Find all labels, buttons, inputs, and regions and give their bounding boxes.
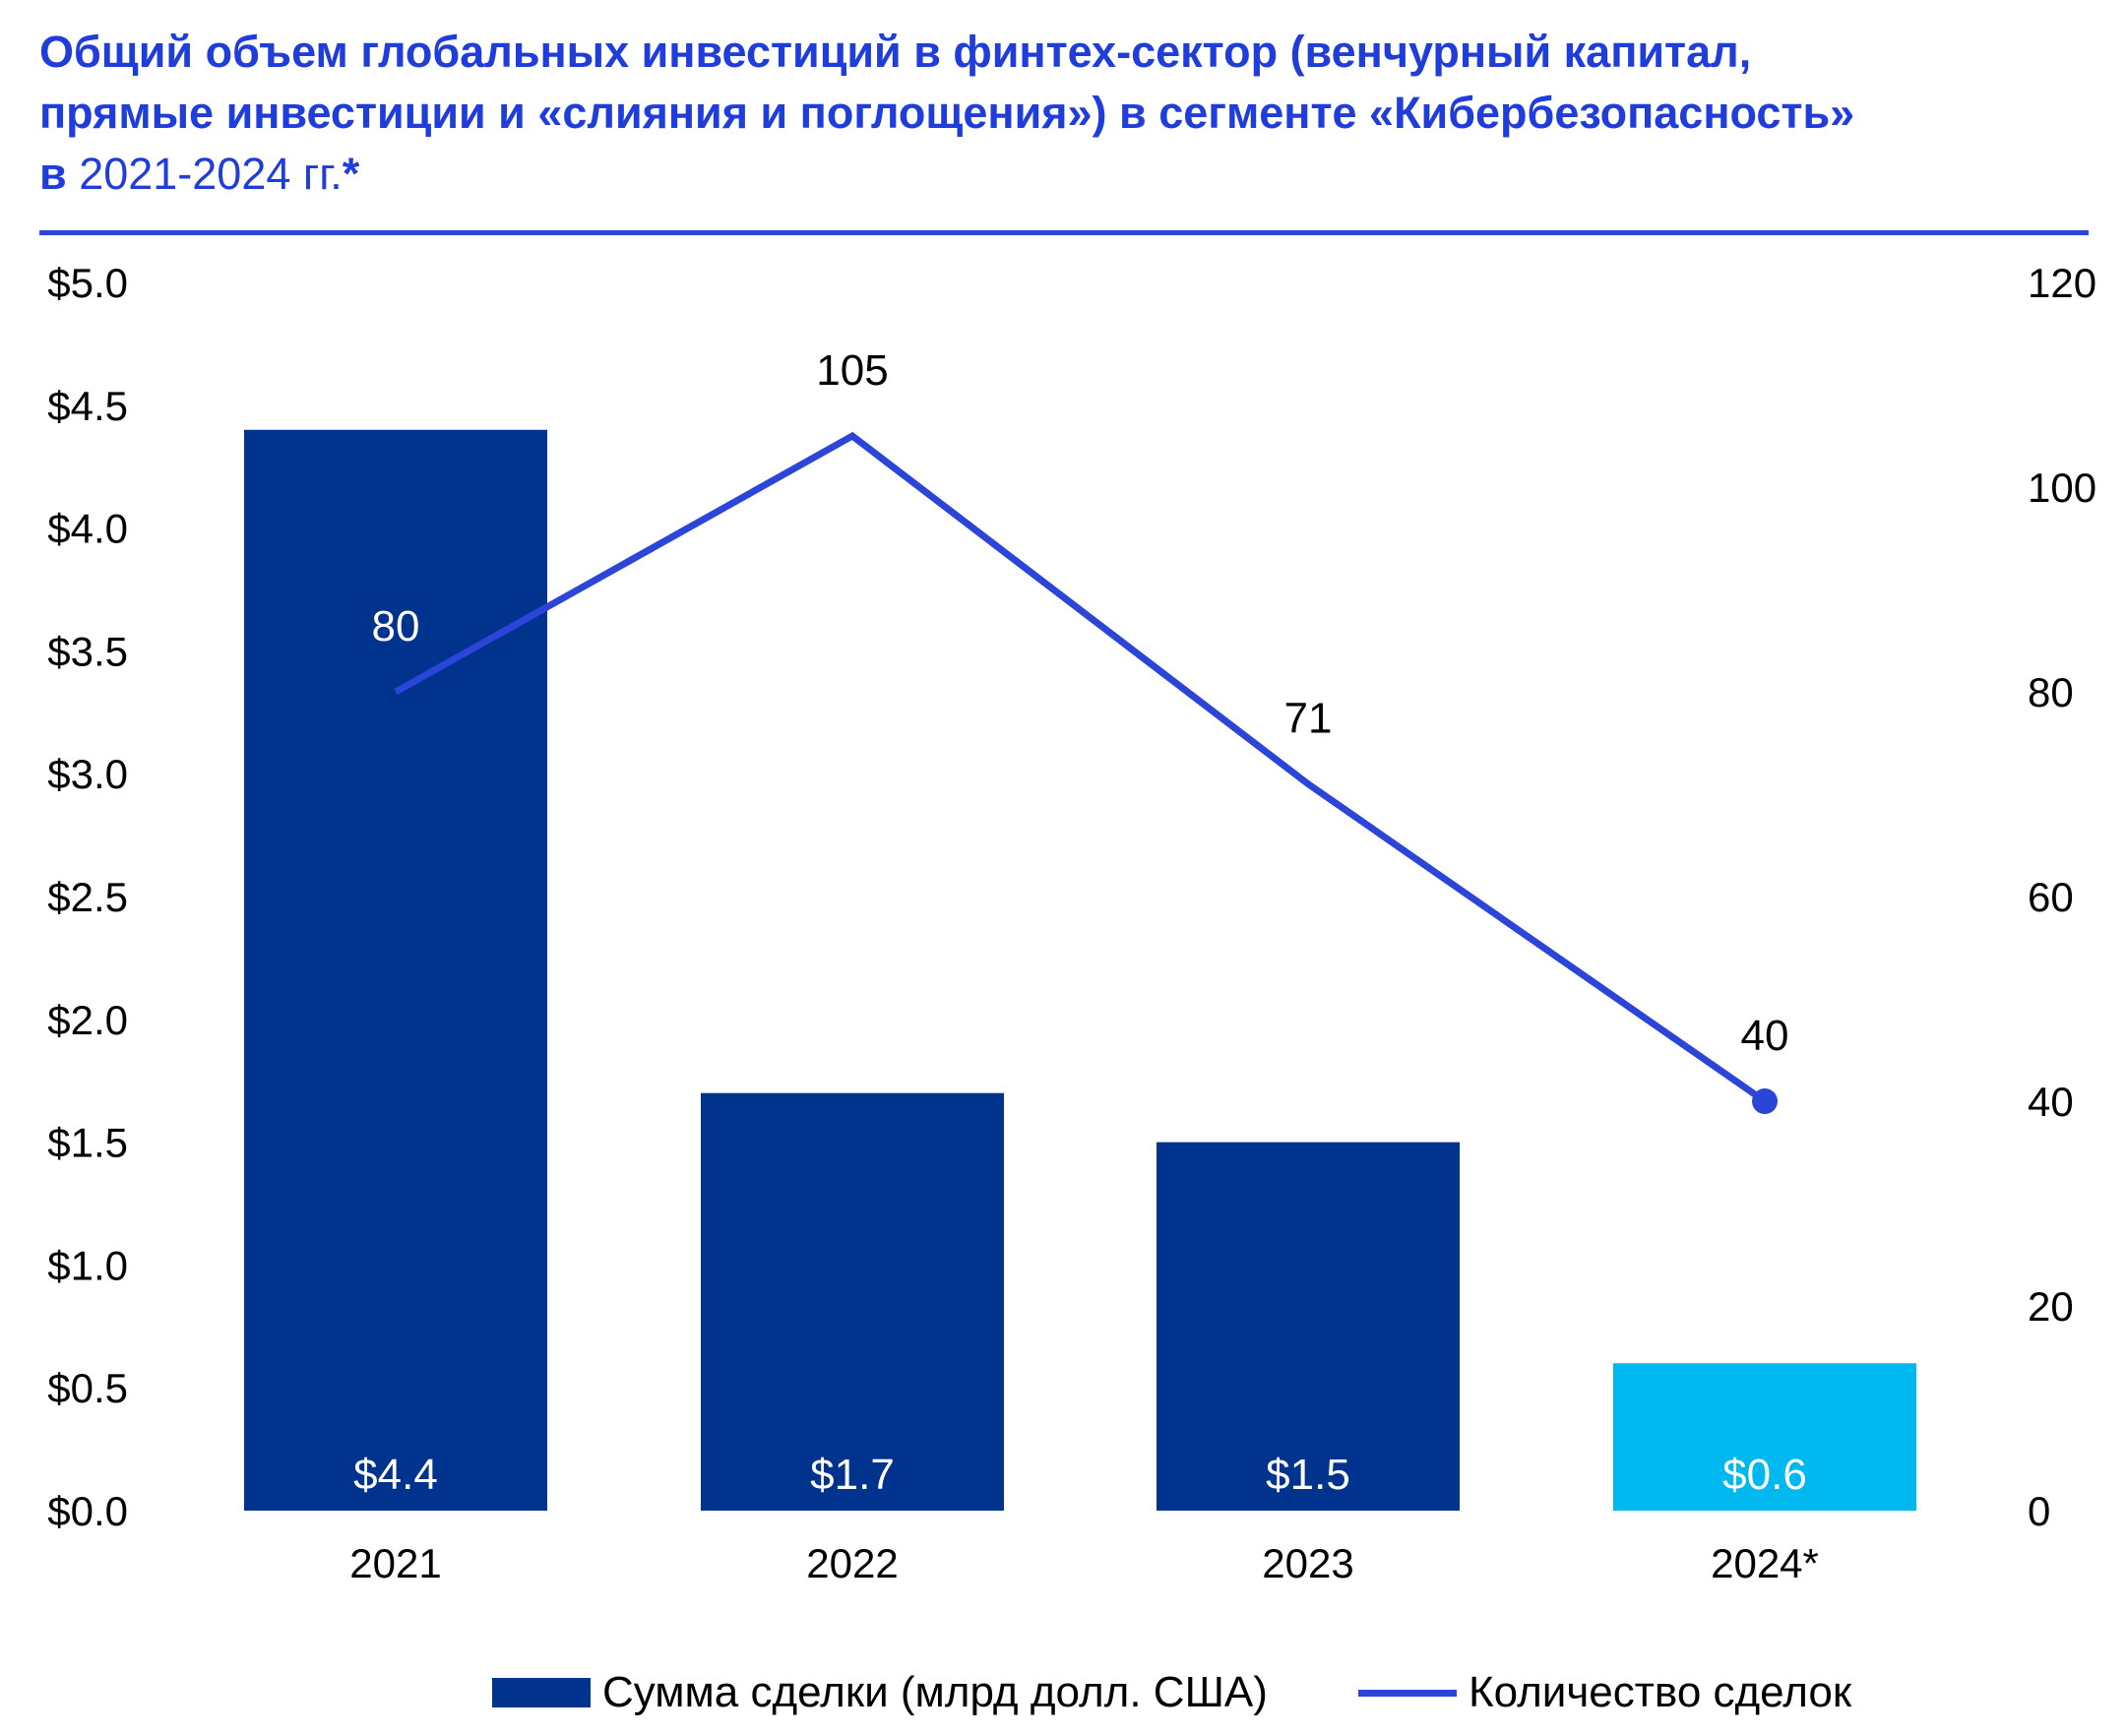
title-line-3-asterisk: * (342, 149, 360, 199)
title-line-3-years: 2021-2024 гг. (79, 149, 343, 199)
legend-swatch-bar (492, 1678, 591, 1707)
legend-label-line: Количество сделок (1469, 1668, 1852, 1716)
x-category-label: 2022 (806, 1540, 898, 1586)
y-left-tick-label: $2.0 (47, 997, 128, 1043)
y-right-tick-label: 40 (2028, 1079, 2074, 1125)
bar-data-label: $1.5 (1266, 1451, 1350, 1499)
y-left-tick-label: $1.0 (47, 1242, 128, 1288)
legend-swatch-line (1358, 1689, 1457, 1697)
y-left-tick-label: $0.0 (47, 1488, 128, 1534)
bar-data-label: $0.6 (1722, 1451, 1807, 1499)
chart-title: Общий объем глобальных инвестиций в финт… (39, 22, 2087, 205)
title-line-3-prefix: в (39, 149, 67, 199)
bar (244, 429, 547, 1511)
y-left-tick-label: $0.5 (47, 1365, 128, 1411)
bar-data-label: $4.4 (353, 1451, 438, 1499)
y-left-tick-label: $4.0 (47, 506, 128, 552)
x-category-label: 2023 (1262, 1540, 1353, 1586)
legend-label-bar: Сумма сделки (млрд долл. США) (602, 1668, 1268, 1716)
bar (701, 1092, 1004, 1511)
y-right-tick-label: 0 (2028, 1488, 2050, 1534)
y-right-tick-label: 80 (2028, 669, 2074, 715)
y-right-tick-label: 20 (2028, 1283, 2074, 1330)
x-category-label: 2021 (349, 1540, 441, 1586)
line-point (1752, 1088, 1778, 1114)
line-data-label: 105 (816, 346, 888, 395)
legend: Сумма сделки (млрд долл. США) Количество… (0, 1668, 2126, 1727)
title-line-2: прямые инвестиции и «слияния и поглощени… (39, 88, 1855, 138)
bar (1157, 1142, 1460, 1511)
line-data-label: 71 (1284, 695, 1333, 743)
title-line-1: Общий объем глобальных инвестиций в финт… (39, 27, 1752, 77)
y-left-tick-label: $1.5 (47, 1120, 128, 1166)
line-data-label: 40 (1741, 1012, 1789, 1060)
x-category-label: 2024* (1711, 1540, 1819, 1586)
y-left-tick-label: $3.5 (47, 628, 128, 674)
line-series-path (394, 431, 1767, 1104)
y-right-tick-label: 60 (2028, 874, 2074, 920)
y-left-tick-label: $2.5 (47, 874, 128, 920)
y-left-tick-label: $4.5 (47, 383, 128, 429)
y-left-tick-label: $3.0 (47, 751, 128, 797)
line-data-label: 80 (372, 602, 420, 651)
title-divider (39, 230, 2089, 235)
y-right-tick-label: 100 (2028, 465, 2096, 511)
combo-chart: $0.0 $0.5 $1.0 $1.5 $2.0 $2.5 $3.0 $3.5 $4.0 $4.5… (47, 260, 2096, 1586)
legend-item-line: Количество сделок (1358, 1668, 1851, 1717)
bar (1613, 1363, 1916, 1511)
y-right-tick-label: 120 (2028, 260, 2096, 306)
legend-item-bar: Сумма сделки (млрд долл. США) (492, 1668, 1268, 1717)
y-left-tick-label: $5.0 (47, 260, 128, 306)
bar-data-label: $1.7 (810, 1451, 895, 1499)
